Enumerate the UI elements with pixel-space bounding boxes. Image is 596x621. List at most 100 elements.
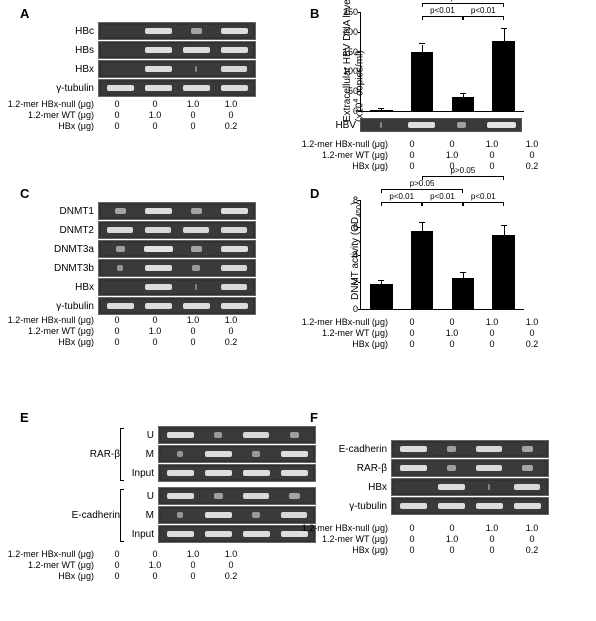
- blot-band: [289, 493, 300, 499]
- blot-lane: [237, 429, 275, 441]
- blot-row: HBx: [40, 278, 256, 296]
- chart-sig-line: [422, 202, 463, 203]
- treatment-value: 1.0: [136, 110, 174, 120]
- blot-band: [221, 246, 248, 252]
- chart-ytick-mark: [358, 52, 361, 53]
- treatment-value: 0.2: [212, 337, 250, 347]
- blot-band: [221, 227, 247, 233]
- blot-group-E-cadherin: E-cadherin UMInput: [70, 487, 316, 544]
- blot-band: [214, 432, 222, 438]
- blot-row: HBs: [40, 41, 256, 59]
- treatment-label: HBx (μg): [290, 161, 392, 171]
- blot-lanes: [98, 22, 256, 40]
- blot-lane: [177, 44, 215, 56]
- chart-sig-line: [381, 202, 422, 203]
- treatment-row: HBx (μg)0000.2: [290, 544, 552, 555]
- panel-d-treatments: 1.2-mer HBx-null (μg)001.01.01.2-mer WT …: [290, 316, 552, 349]
- blot-row: DNMT1: [40, 202, 256, 220]
- treatment-cells: 0000.2: [98, 337, 250, 347]
- blot-lane: [139, 63, 177, 75]
- blot-band: [252, 451, 260, 457]
- blot-band: [488, 484, 490, 490]
- blot-lanes: [98, 202, 256, 220]
- blot-row-label: DNMT3b: [40, 263, 98, 274]
- blot-band: [400, 446, 427, 452]
- treatment-cells: 01.000: [392, 150, 552, 160]
- chart-errorbar: [422, 45, 423, 53]
- treatment-label: HBx (μg): [2, 571, 98, 581]
- treatment-value: 0: [472, 534, 512, 544]
- treatment-cells: 01.000: [392, 328, 552, 338]
- panel-d-chart: DNMT activity (OD450) 02468 p<0.01 p<0.0…: [360, 200, 524, 310]
- gel-band: [487, 122, 516, 128]
- blot-band: [192, 265, 200, 271]
- chart-sig-text: p<0.01: [381, 192, 422, 201]
- blot-lane: [177, 224, 215, 236]
- treatment-value: 1.0: [174, 315, 212, 325]
- blot-lane: [161, 490, 199, 502]
- blot-band: [167, 432, 194, 438]
- blot-band: [191, 246, 202, 252]
- blot-lane: [215, 300, 253, 312]
- blot-band: [144, 246, 173, 252]
- blot-row-label: HBc: [40, 26, 98, 37]
- blot-lane: [432, 443, 470, 455]
- blot-row: γ-tubulin: [325, 497, 549, 515]
- treatment-cells: 001.01.0: [392, 317, 552, 327]
- blot-lanes: [98, 79, 256, 97]
- blot-lane: [177, 300, 215, 312]
- blot-row: Input: [126, 525, 316, 543]
- blot-band: [145, 28, 172, 34]
- gel-band: [408, 122, 435, 128]
- blot-lanes: [98, 259, 256, 277]
- chart-bar: [411, 231, 433, 309]
- blot-band: [167, 531, 194, 537]
- blot-row-label: DNMT1: [40, 206, 98, 217]
- blot-row-label: HBx: [40, 282, 98, 293]
- blot-row: DNMT3a: [40, 240, 256, 258]
- bracket-icon: [120, 489, 124, 542]
- treatment-value: 1.0: [136, 560, 174, 570]
- panel-a-treatments: 1.2-mer HBx-null (μg)001.01.01.2-mer WT …: [2, 98, 250, 131]
- treatment-value: 1.0: [212, 549, 250, 559]
- blot-lane: [161, 429, 199, 441]
- blot-lane: [470, 462, 508, 474]
- treatment-value: 0: [98, 326, 136, 336]
- panel-f-treatments: 1.2-mer HBx-null (μg)001.01.01.2-mer WT …: [290, 522, 552, 555]
- chart-sig-line: [381, 189, 463, 190]
- chart-ytick-mark: [358, 309, 361, 310]
- blot-lane: [215, 205, 253, 217]
- treatment-cells: 0000.2: [98, 571, 250, 581]
- treatment-value: 1.0: [136, 326, 174, 336]
- blot-lane: [177, 281, 215, 293]
- blot-lane: [101, 224, 139, 236]
- treatment-value: 0: [392, 317, 432, 327]
- blot-band: [281, 470, 308, 476]
- blot-row-label: HBs: [40, 45, 98, 56]
- chart-ytick-mark: [358, 12, 361, 13]
- panel-label-a: A: [20, 6, 29, 21]
- treatment-row: HBx (μg)0000.2: [290, 338, 552, 349]
- treatment-value: 0: [212, 326, 250, 336]
- panel-c-treatments: 1.2-mer HBx-null (μg)001.01.01.2-mer WT …: [2, 314, 250, 347]
- chart-errorcap: [378, 280, 384, 281]
- blot-lane: [275, 467, 313, 479]
- blot-group-RAR-β: RAR-β UMInput: [70, 426, 316, 483]
- treatment-row: HBx (μg)0000.2: [290, 160, 552, 171]
- blot-band: [195, 66, 197, 72]
- treatment-value: 1.0: [472, 317, 512, 327]
- panel-b-chart: Extracellular HBV DNA level(x104 copies/…: [360, 12, 524, 112]
- treatment-label: 1.2-mer HBx-null (μg): [2, 549, 98, 559]
- blot-band: [214, 493, 223, 499]
- treatment-row: HBx (μg)0000.2: [2, 336, 250, 347]
- blot-lane: [199, 467, 237, 479]
- blot-lane: [432, 500, 470, 512]
- treatment-row: 1.2-mer HBx-null (μg)001.01.0: [290, 138, 552, 149]
- blot-lane: [394, 462, 432, 474]
- blot-lane: [177, 243, 215, 255]
- treatment-label: 1.2-mer HBx-null (μg): [290, 523, 392, 533]
- blot-band: [281, 512, 307, 518]
- blot-band: [145, 265, 172, 271]
- blot-row-label: γ-tubulin: [325, 501, 391, 512]
- blot-lanes: [391, 478, 549, 496]
